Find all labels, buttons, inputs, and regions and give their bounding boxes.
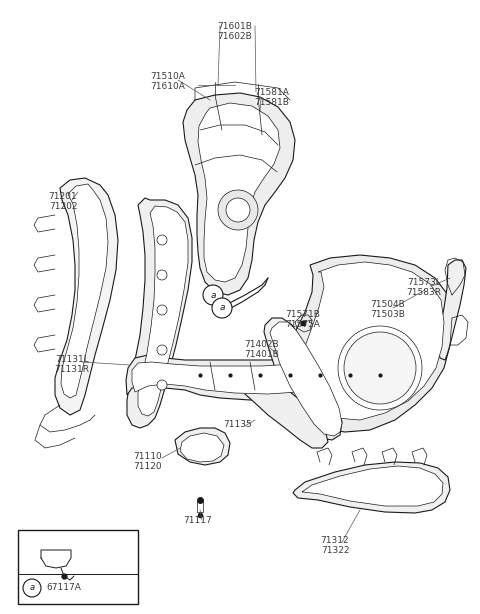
FancyBboxPatch shape — [18, 530, 138, 604]
Polygon shape — [198, 103, 280, 282]
Text: a: a — [29, 583, 35, 593]
Polygon shape — [264, 318, 342, 440]
Polygon shape — [245, 380, 328, 448]
Text: 71573L
71583R: 71573L 71583R — [407, 278, 442, 297]
Text: 71601B
71602B: 71601B 71602B — [217, 22, 252, 41]
Text: 71510A
71610A: 71510A 71610A — [151, 72, 185, 91]
Circle shape — [212, 298, 232, 318]
Text: 67117A: 67117A — [46, 583, 81, 593]
Polygon shape — [183, 93, 295, 295]
Text: 71201
71202: 71201 71202 — [48, 192, 77, 211]
Circle shape — [203, 285, 223, 305]
Text: 71402B
71401B: 71402B 71401B — [245, 340, 279, 359]
Circle shape — [226, 198, 250, 222]
Circle shape — [157, 305, 167, 315]
Text: 71312
71322: 71312 71322 — [321, 536, 349, 556]
Circle shape — [157, 235, 167, 245]
Circle shape — [157, 270, 167, 280]
Polygon shape — [270, 322, 342, 436]
Text: 71504B
71503B: 71504B 71503B — [371, 300, 406, 319]
Polygon shape — [180, 433, 224, 462]
Polygon shape — [175, 428, 230, 465]
Text: 71117: 71117 — [184, 516, 212, 525]
Polygon shape — [127, 198, 192, 428]
Polygon shape — [126, 320, 432, 400]
Circle shape — [23, 579, 41, 597]
Polygon shape — [138, 206, 188, 416]
Text: 67117A: 67117A — [71, 557, 106, 566]
Text: 71581A
71581B: 71581A 71581B — [254, 88, 289, 107]
Circle shape — [218, 190, 258, 230]
Circle shape — [157, 380, 167, 390]
Text: a: a — [210, 290, 216, 300]
Circle shape — [157, 345, 167, 355]
Polygon shape — [302, 262, 444, 420]
Polygon shape — [293, 462, 450, 513]
Polygon shape — [132, 324, 420, 394]
Text: 71131L
71131R: 71131L 71131R — [55, 355, 89, 375]
Text: 71135: 71135 — [224, 420, 252, 429]
Polygon shape — [55, 178, 118, 415]
Polygon shape — [285, 255, 452, 432]
Text: 71110
71120: 71110 71120 — [133, 452, 162, 472]
Polygon shape — [61, 184, 108, 398]
Circle shape — [338, 326, 422, 410]
Polygon shape — [302, 466, 443, 506]
Circle shape — [344, 332, 416, 404]
Polygon shape — [438, 260, 466, 360]
Text: 71571B
71575A: 71571B 71575A — [286, 310, 321, 329]
Text: a: a — [219, 303, 225, 313]
